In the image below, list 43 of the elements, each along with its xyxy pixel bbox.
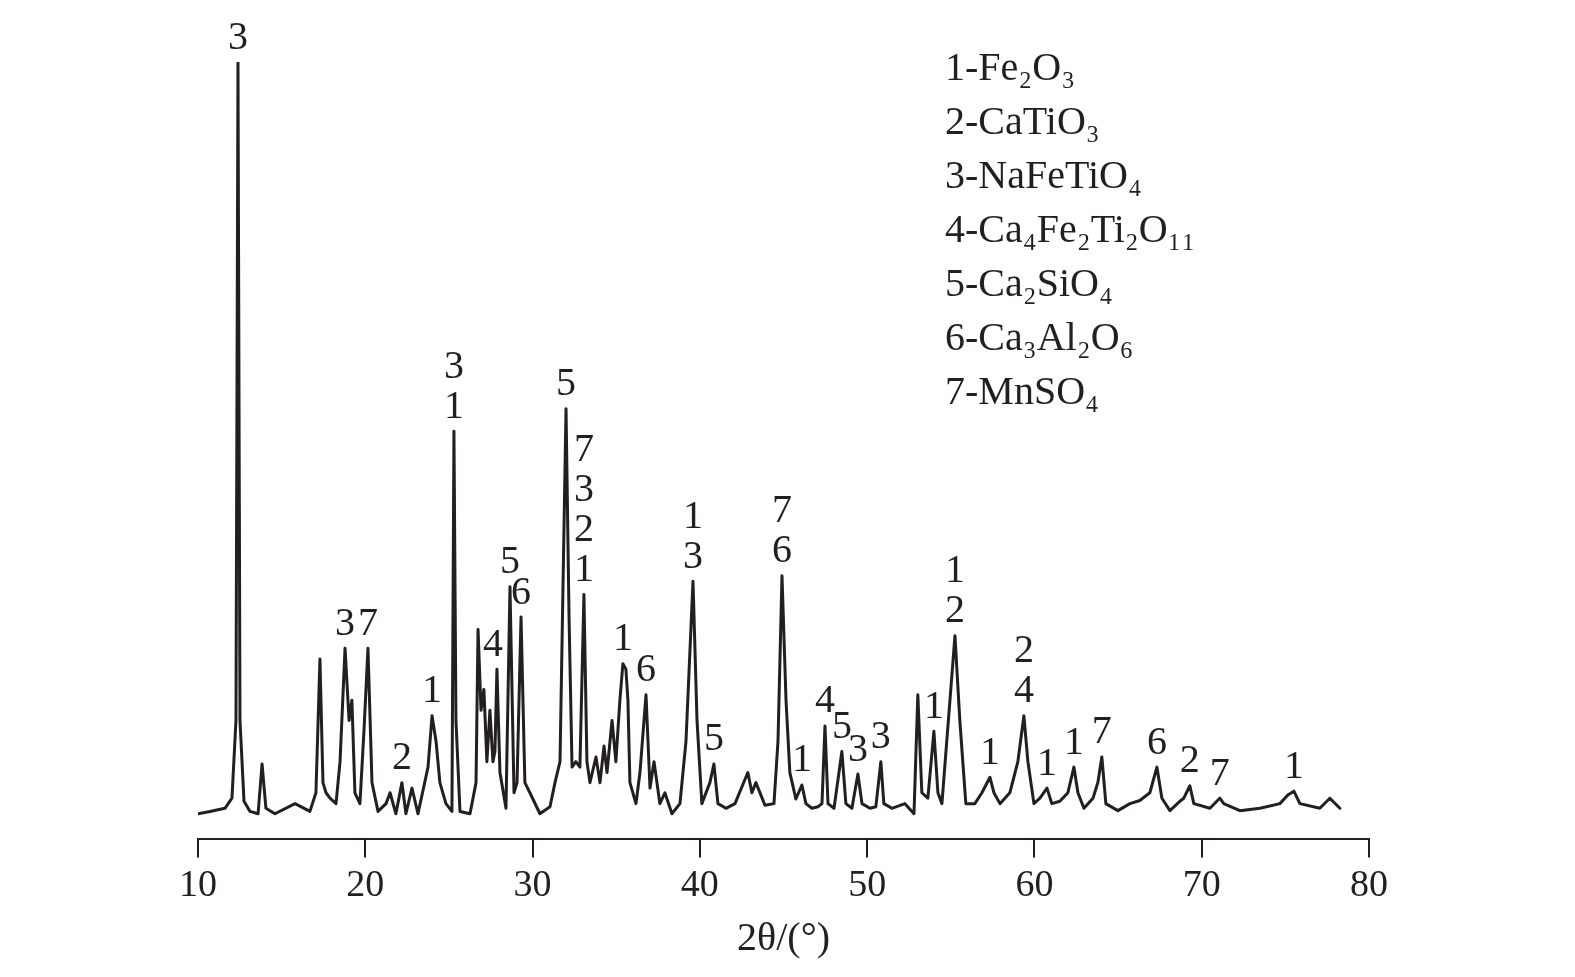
annotation: 2-CaTiO₃: [945, 97, 1101, 145]
annotation: 3: [335, 598, 356, 644]
annotation: 1-Fe₂O₃: [945, 43, 1077, 91]
x-tick-label: 70: [1182, 862, 1221, 905]
annotation: 1: [1283, 741, 1304, 787]
annotation: 1 2: [944, 546, 965, 632]
annotation: 6: [1146, 717, 1167, 763]
annotation: 4: [482, 619, 503, 665]
annotation: 1: [791, 735, 812, 781]
x-tick-label: 30: [513, 862, 552, 905]
annotation: 2: [391, 733, 412, 779]
annotation: 1: [979, 727, 1000, 773]
annotation: 1: [923, 681, 944, 727]
annotation: 1: [1036, 738, 1057, 784]
x-tick-label: 40: [680, 862, 719, 905]
annotation: 2 4: [1013, 626, 1034, 712]
annotation: 3-NaFeTiO₄: [945, 151, 1143, 199]
x-tick-label: 80: [1350, 862, 1388, 905]
annotation: 5: [556, 359, 577, 405]
annotation: 7 3 2 1: [573, 425, 594, 591]
x-axis-title: 2θ/(°): [737, 913, 830, 959]
annotation: 1: [422, 666, 443, 712]
annotation: 5-Ca₂SiO₄: [945, 259, 1114, 307]
x-tick-label: 60: [1015, 862, 1054, 905]
x-tick-label: 50: [848, 862, 887, 905]
annotation: 6-Ca₃Al₂O₆: [945, 313, 1135, 361]
x-tick-label: 10: [179, 862, 217, 905]
annotation: 1: [612, 614, 633, 660]
annotation: 3: [227, 12, 248, 58]
x-tick-label: 20: [346, 862, 385, 905]
annotation: 6: [635, 645, 656, 691]
annotation: 7 6: [771, 486, 792, 572]
annotation: 7-MnSO₄: [945, 367, 1100, 415]
annotation: 1: [1063, 717, 1084, 763]
annotation: 3 1: [443, 341, 464, 427]
annotation: 2: [1179, 736, 1200, 782]
annotation: 4-Ca₄Fe₂Ti₂O₁₁: [945, 205, 1196, 253]
annotation: 1 3: [683, 491, 703, 577]
annotation: 7: [1091, 707, 1112, 753]
annotation: 7: [357, 598, 378, 644]
annotation: 7: [1209, 748, 1230, 794]
annotation: 3: [870, 712, 891, 758]
annotation: 5: [703, 714, 724, 760]
